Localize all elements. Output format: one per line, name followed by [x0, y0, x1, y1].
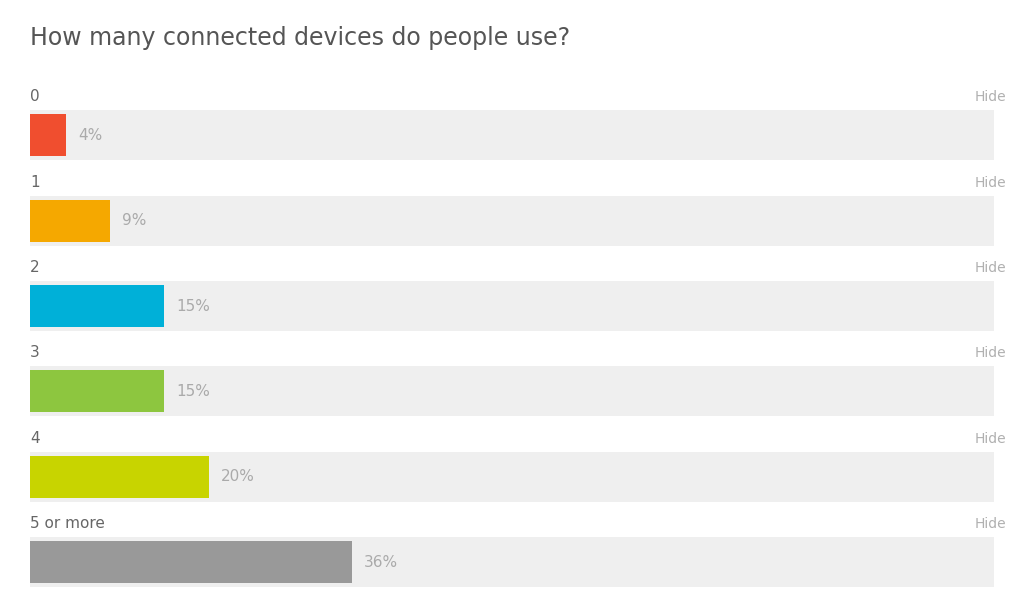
Bar [30, 200, 111, 242]
Text: Hide: Hide [975, 90, 1006, 104]
Text: 36%: 36% [364, 555, 398, 569]
Bar [30, 285, 164, 327]
Text: 4: 4 [30, 431, 40, 445]
Text: 4%: 4% [78, 128, 102, 143]
Text: 20%: 20% [221, 469, 255, 484]
Bar [30, 114, 66, 156]
Bar [30, 367, 994, 416]
Text: Hide: Hide [975, 432, 1006, 445]
Bar [30, 452, 994, 502]
Text: 9%: 9% [123, 213, 146, 228]
Bar [30, 196, 994, 246]
Text: 0: 0 [30, 89, 40, 104]
Bar [30, 537, 994, 587]
Bar [30, 370, 164, 412]
Text: Hide: Hide [975, 261, 1006, 275]
Bar [30, 456, 209, 498]
Text: 15%: 15% [176, 299, 210, 313]
Text: 15%: 15% [176, 384, 210, 399]
Text: Hide: Hide [975, 517, 1006, 531]
Text: 3: 3 [30, 345, 40, 360]
Text: Hide: Hide [975, 346, 1006, 360]
Text: 1: 1 [30, 175, 40, 189]
Text: Hide: Hide [975, 176, 1006, 189]
Bar [30, 111, 994, 160]
Text: 2: 2 [30, 260, 40, 275]
Text: How many connected devices do people use?: How many connected devices do people use… [30, 26, 570, 50]
Bar [30, 281, 994, 331]
Bar [30, 541, 352, 583]
Text: 5 or more: 5 or more [30, 516, 104, 531]
